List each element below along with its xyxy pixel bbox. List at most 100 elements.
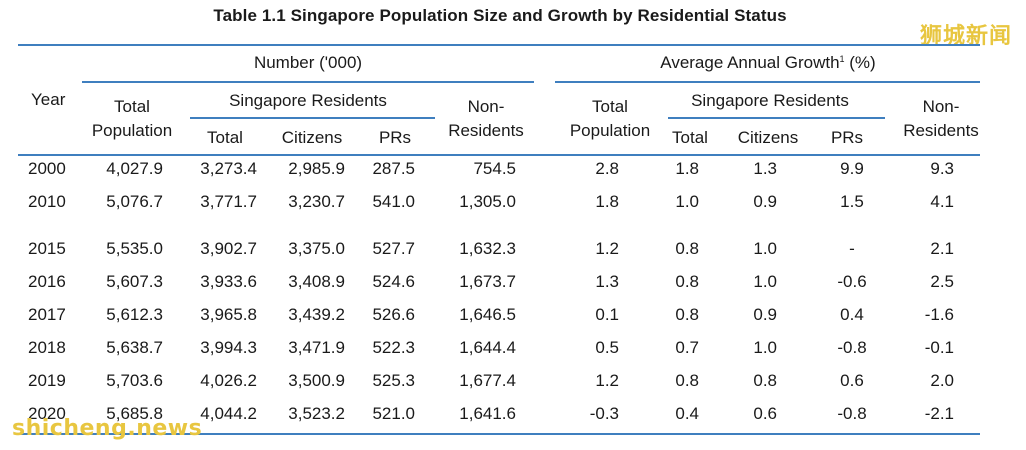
cell-year: 2015 [28, 239, 66, 258]
cell-n-prs: 524.6 [372, 272, 415, 291]
cell-g-citizens: 0.6 [753, 404, 777, 423]
cell-g-citizens: 0.8 [753, 371, 777, 390]
cell-n-non-res: 1,673.7 [459, 272, 516, 291]
cell-g-res-total: 0.7 [675, 338, 699, 357]
watermark-bottom: shicheng.news [12, 416, 203, 441]
header-non-residents-growth: Non- Residents [903, 95, 979, 143]
cell-g-prs: -0.8 [837, 404, 867, 423]
cell-n-non-res: 1,641.6 [459, 404, 516, 423]
header-non-residents-line2: Residents [448, 121, 524, 140]
cell-g-citizens: 1.3 [753, 159, 777, 178]
cell-n-res-total: 3,994.3 [200, 338, 257, 357]
cell-n-res-total: 4,044.2 [200, 404, 257, 423]
growth-unit: (%) [844, 53, 876, 72]
cell-n-total-pop: 5,607.3 [106, 272, 163, 291]
header-number-group: Number ('000) [253, 53, 363, 72]
cell-g-total-pop: 0.1 [595, 305, 619, 324]
cell-g-non-res: 9.3 [930, 159, 954, 178]
cell-g-non-res: -2.1 [924, 404, 954, 423]
cell-g-prs: - [849, 239, 855, 258]
cell-g-citizens: 1.0 [753, 272, 777, 291]
residents-rule-right [668, 117, 885, 119]
cell-n-res-total: 3,933.6 [200, 272, 257, 291]
cell-n-citizens: 3,500.9 [288, 371, 345, 390]
cell-n-prs: 525.3 [372, 371, 415, 390]
cell-n-citizens: 2,985.9 [288, 159, 345, 178]
cell-g-res-total: 0.8 [675, 371, 699, 390]
top-rule [18, 44, 980, 46]
cell-n-citizens: 3,408.9 [288, 272, 345, 291]
cell-n-citizens: 3,439.2 [288, 305, 345, 324]
growth-group-label: Average Annual Growth [660, 53, 840, 72]
cell-g-total-pop: 2.8 [595, 159, 619, 178]
cell-n-prs: 527.7 [372, 239, 415, 258]
cell-g-res-total: 0.8 [675, 239, 699, 258]
cell-g-res-total: 0.8 [675, 272, 699, 291]
header-total-number: Total [207, 128, 243, 147]
cell-g-non-res: -0.1 [924, 338, 954, 357]
cell-n-non-res: 754.5 [473, 159, 516, 178]
cell-n-total-pop: 5,076.7 [106, 192, 163, 211]
cell-g-total-pop: 0.5 [595, 338, 619, 357]
cell-g-res-total: 0.4 [675, 404, 699, 423]
header-singapore-residents-number: Singapore Residents [229, 91, 387, 110]
cell-g-non-res: 4.1 [930, 192, 954, 211]
growth-group-rule [555, 81, 980, 83]
cell-g-total-pop: 1.3 [595, 272, 619, 291]
table-title: Table 1.1 Singapore Population Size and … [213, 6, 787, 25]
cell-year: 2020 [28, 404, 66, 423]
cell-g-non-res: 2.5 [930, 272, 954, 291]
cell-g-non-res: -1.6 [924, 305, 954, 324]
cell-n-citizens: 3,471.9 [288, 338, 345, 357]
cell-n-non-res: 1,677.4 [459, 371, 516, 390]
cell-n-total-pop: 5,685.8 [106, 404, 163, 423]
cell-g-non-res: 2.0 [930, 371, 954, 390]
header-total-population-growth-line1: Total [592, 97, 628, 116]
residents-rule-left [190, 117, 435, 119]
header-prs-number: PRs [378, 128, 412, 147]
header-total-population-growth: Total Population [570, 95, 650, 143]
cell-n-non-res: 1,646.5 [459, 305, 516, 324]
cell-g-total-pop: 1.8 [595, 192, 619, 211]
cell-g-prs: -0.8 [837, 338, 867, 357]
header-bottom-rule [18, 154, 980, 156]
header-non-residents-growth-line2: Residents [903, 121, 979, 140]
cell-g-res-total: 0.8 [675, 305, 699, 324]
cell-g-citizens: 1.0 [753, 239, 777, 258]
cell-g-total-pop: 1.2 [595, 371, 619, 390]
table-bottom-rule [18, 433, 980, 435]
cell-n-non-res: 1,632.3 [459, 239, 516, 258]
cell-n-res-total: 3,902.7 [200, 239, 257, 258]
growth-footnote-marker: 1 [839, 54, 845, 64]
cell-n-res-total: 4,026.2 [200, 371, 257, 390]
cell-g-non-res: 2.1 [930, 239, 954, 258]
header-non-residents-growth-line1: Non- [922, 97, 960, 116]
cell-n-non-res: 1,644.4 [459, 338, 516, 357]
cell-n-total-pop: 5,638.7 [106, 338, 163, 357]
header-non-residents-number: Non- Residents [448, 95, 524, 143]
cell-g-citizens: 1.0 [753, 338, 777, 357]
cell-year: 2019 [28, 371, 66, 390]
cell-year: 2010 [28, 192, 66, 211]
cell-g-prs: 1.5 [840, 192, 864, 211]
cell-n-prs: 526.6 [372, 305, 415, 324]
cell-n-prs: 521.0 [372, 404, 415, 423]
cell-year: 2016 [28, 272, 66, 291]
cell-n-citizens: 3,375.0 [288, 239, 345, 258]
header-total-population-line2: Population [91, 121, 173, 140]
cell-n-res-total: 3,771.7 [200, 192, 257, 211]
cell-n-total-pop: 5,703.6 [106, 371, 163, 390]
header-growth-group: Average Annual Growth1 (%) [660, 53, 875, 73]
header-total-population-line1: Total [114, 97, 150, 116]
header-citizens-number: Citizens [281, 128, 343, 147]
header-singapore-residents-growth: Singapore Residents [691, 91, 849, 110]
cell-year: 2018 [28, 338, 66, 357]
cell-n-res-total: 3,965.8 [200, 305, 257, 324]
header-citizens-growth: Citizens [737, 128, 799, 147]
cell-n-prs: 541.0 [372, 192, 415, 211]
cell-g-prs: 9.9 [840, 159, 864, 178]
number-group-rule [82, 81, 534, 83]
cell-n-citizens: 3,230.7 [288, 192, 345, 211]
cell-n-prs: 287.5 [372, 159, 415, 178]
header-total-population: Total Population [92, 95, 172, 143]
